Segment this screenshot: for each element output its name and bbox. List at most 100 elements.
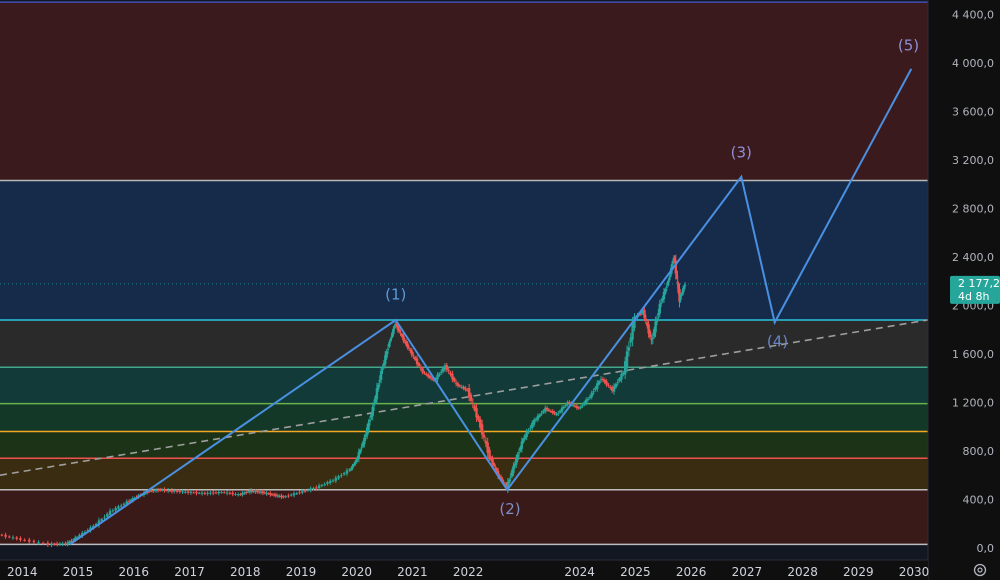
candle-body [536, 415, 540, 420]
candle-body [74, 537, 77, 541]
candle-body [61, 543, 64, 545]
candle-body [622, 372, 625, 375]
candle-body [681, 292, 684, 294]
candle-body [261, 491, 265, 494]
candle-body [620, 374, 623, 380]
candle-body [412, 355, 415, 357]
candle-body [360, 447, 363, 449]
candle-body [445, 365, 449, 370]
y-tick-label: 3 600,0 [952, 105, 994, 118]
y-tick-label: 1 200,0 [952, 396, 994, 409]
candle-body [650, 339, 653, 341]
candle-body [532, 419, 536, 425]
time-axis-background[interactable] [0, 560, 928, 580]
candle-body [547, 409, 551, 411]
candle-body [166, 490, 170, 492]
candle-body [502, 482, 505, 484]
candle-body [644, 318, 648, 321]
candle-body [348, 469, 351, 471]
candle-body [396, 325, 400, 330]
candle-body [495, 468, 498, 473]
candle-body [309, 488, 312, 491]
fib-zone-6 [0, 458, 928, 490]
candle-body [647, 324, 650, 334]
candle-body [499, 476, 503, 480]
candle-body [114, 507, 117, 511]
candle-body [350, 467, 353, 470]
candle-body [356, 457, 359, 461]
candle-body [315, 487, 318, 489]
candle-body [363, 437, 366, 445]
candle-body [83, 532, 87, 534]
candle-body [122, 503, 126, 505]
candle-body [72, 539, 75, 541]
candle-body [148, 490, 151, 492]
candle-body [155, 489, 159, 491]
candle-body [596, 383, 599, 389]
candle-body [272, 494, 276, 496]
candle-body [129, 499, 133, 502]
candle-body [458, 385, 462, 387]
candle-body [243, 492, 246, 494]
candle-body [269, 493, 272, 495]
candle-body [250, 490, 253, 492]
candle-body [248, 490, 252, 493]
settings-gear-icon[interactable] [973, 563, 987, 577]
candle-body [172, 490, 176, 492]
candle-body [402, 335, 405, 341]
y-tick-label: 4 400,0 [952, 8, 994, 21]
candle-body [406, 343, 409, 348]
candle-body [400, 334, 404, 337]
candle-body [678, 289, 681, 302]
candle-body [11, 537, 15, 539]
candle-body [506, 481, 510, 490]
dashed-trend-line[interactable] [0, 319, 929, 477]
candle-body [479, 419, 482, 428]
candle-body [37, 542, 40, 544]
candle-body [237, 494, 240, 496]
candle-body [491, 458, 494, 465]
candle-body [488, 449, 491, 458]
price-tag-background [950, 275, 1000, 304]
candle-body [447, 370, 450, 372]
candle-body [209, 492, 212, 494]
candle-body [228, 492, 232, 494]
candle-body [527, 430, 530, 433]
candle-body [175, 490, 179, 492]
candle-body [449, 372, 452, 375]
elliott-wave-path[interactable] [69, 68, 913, 546]
candle-body [282, 496, 285, 498]
elliott-wave-group[interactable] [69, 68, 913, 546]
candle-body [540, 413, 543, 415]
candle-body [0, 534, 4, 536]
candle-body [254, 491, 257, 493]
candle-body [378, 380, 381, 382]
candle-body [64, 543, 67, 545]
candle-body [610, 387, 614, 391]
candle-body [629, 337, 632, 343]
candle-body [355, 460, 358, 463]
candle-body [287, 495, 290, 497]
candle-body [623, 361, 627, 375]
candle-body [386, 348, 390, 350]
candle-body [568, 401, 571, 404]
candle-body [178, 490, 181, 492]
candle-body [192, 492, 195, 494]
wave-label-5: (5) [898, 37, 919, 55]
candle-body [674, 260, 677, 274]
candle-body [108, 510, 112, 516]
candle-body [203, 492, 207, 494]
candle-body [68, 541, 71, 543]
candle-body [436, 374, 439, 380]
candle-body [384, 355, 387, 365]
candle-body [259, 491, 263, 493]
candle-body [375, 388, 379, 400]
candle-body [320, 485, 324, 487]
candle-body [372, 404, 376, 406]
candle-body [317, 485, 321, 489]
candle-body [381, 368, 384, 371]
candle-body [368, 420, 372, 422]
candle-body [184, 491, 187, 493]
candle-body [573, 405, 577, 407]
